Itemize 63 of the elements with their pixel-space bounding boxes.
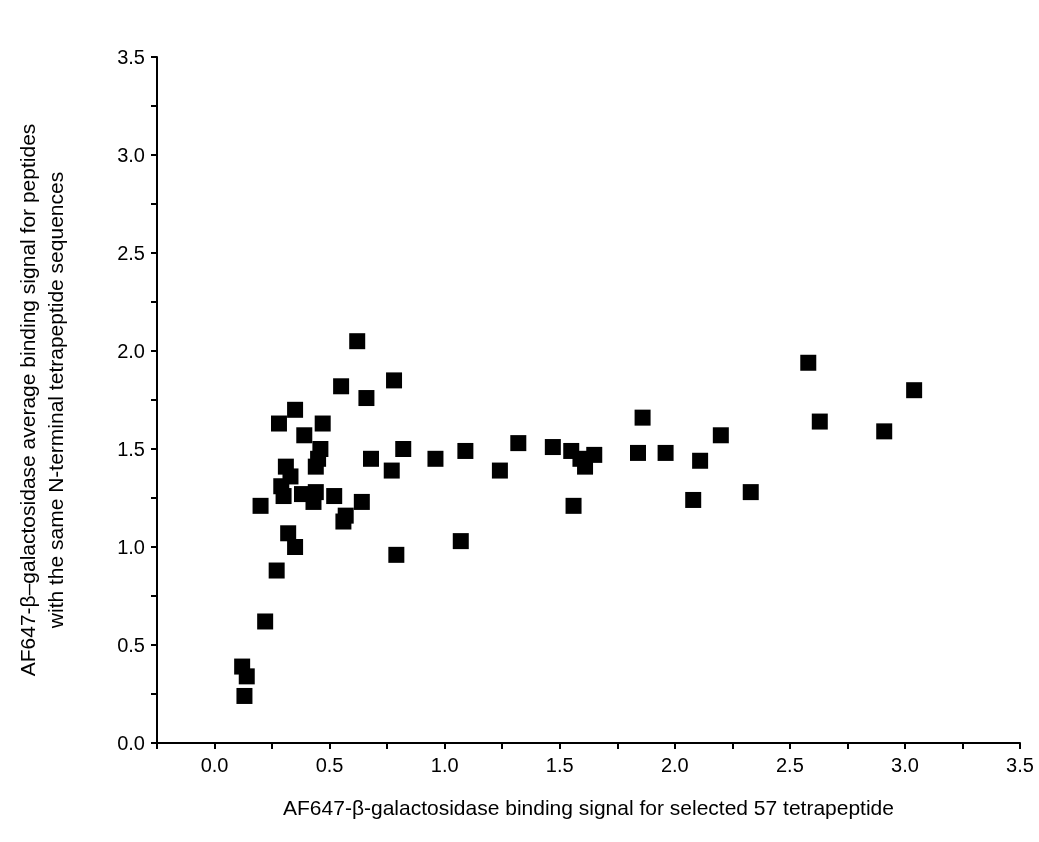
point [491,462,508,479]
point [386,372,403,389]
x-tick-label: 0.5 [315,754,344,776]
point [337,507,354,524]
y-tick-label: 2.5 [117,242,145,264]
point [634,409,651,426]
point [275,488,292,505]
point [383,462,400,479]
point [326,488,343,505]
point [685,491,702,508]
point [270,415,287,432]
x-tick-label: 3.0 [891,754,919,776]
point [280,525,297,542]
point [452,533,469,550]
x-tick-label: 2.5 [775,754,804,776]
point [586,446,603,463]
point [363,450,380,467]
y-tick-label: 0.5 [117,634,145,656]
point [252,497,269,514]
point [457,442,474,459]
point [510,435,527,452]
point [282,468,299,485]
y-tick-label: 0.0 [117,732,145,754]
point [287,401,304,418]
point [268,562,285,579]
point [657,444,674,461]
point [349,333,366,350]
point [333,378,350,395]
point [811,413,828,430]
y-tick-label: 1.5 [117,438,145,460]
x-tick-label: 2.0 [660,754,689,776]
point [906,382,923,399]
point [296,427,313,444]
point [358,390,375,407]
y-axis-title: AF647-β–galactosidase average binding signal for peptides with the same N-terminal tetrapeptide sequences [15,123,67,677]
point [307,484,324,501]
point [712,427,729,444]
point [312,441,329,457]
y-tick-label: 2.0 [117,340,145,362]
point [238,668,255,685]
y-tick-label: 3.0 [117,144,145,166]
point [314,415,331,432]
point [742,484,759,501]
point [353,493,370,510]
point [692,452,709,469]
point [544,439,561,456]
point [257,613,274,630]
y-tick-label: 3.5 [117,46,145,68]
point [565,497,582,514]
point [427,450,444,467]
point [287,539,304,555]
x-tick-label: 1.0 [430,754,459,776]
point [876,423,893,440]
point [800,354,817,371]
x-tick-label: 1.5 [545,754,574,776]
x-tick-label: 0.0 [200,754,229,776]
point [629,444,646,461]
point [236,687,253,704]
point [388,546,405,563]
x-tick-label: 3.5 [1006,754,1034,776]
point [395,441,412,457]
y-tick-label: 1.0 [117,536,145,558]
x-axis-title: AF647-β-galactosidase binding signal for selected 57 tetrapeptide [283,795,894,819]
